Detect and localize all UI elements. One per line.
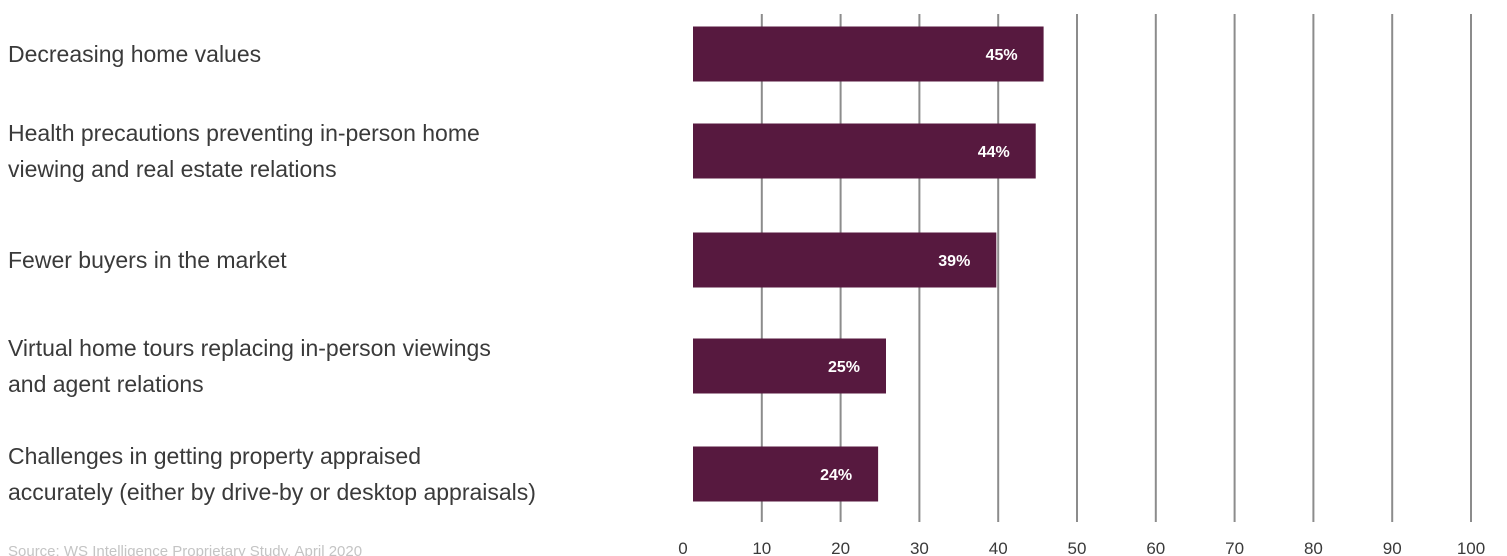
bar-1 bbox=[693, 26, 1044, 82]
category-label-line: Virtual home tours replacing in-person v… bbox=[8, 335, 491, 361]
category-label-5: Challenges in getting property appraised… bbox=[8, 443, 536, 505]
bar-value-label-2: 44% bbox=[978, 144, 1010, 161]
category-labels: Decreasing home values Health precautions… bbox=[8, 41, 536, 505]
bar-value-label-3: 39% bbox=[938, 253, 970, 270]
category-label-line: Decreasing home values bbox=[8, 41, 261, 67]
category-label-line: accurately (either by drive-by or deskto… bbox=[8, 479, 536, 505]
x-tick-label-20: 20 bbox=[831, 539, 850, 556]
category-label-line: and agent relations bbox=[8, 371, 204, 397]
x-tick-label-60: 60 bbox=[1146, 539, 1165, 556]
bar-4 bbox=[693, 338, 886, 394]
gridlines bbox=[760, 14, 1472, 522]
x-tick-label-90: 90 bbox=[1383, 539, 1402, 556]
bar-3 bbox=[693, 232, 997, 288]
x-tick-label-50: 50 bbox=[1068, 539, 1087, 556]
bar-2 bbox=[693, 123, 1036, 179]
bars bbox=[693, 26, 1044, 502]
bar-value-label-1: 45% bbox=[986, 47, 1018, 64]
value-labels: 45% 44% 39% 25% 24% bbox=[820, 47, 1018, 484]
category-label-line: Challenges in getting property appraised bbox=[8, 443, 421, 469]
x-axis-ticks: 0 10 20 30 40 50 60 70 80 90 100 bbox=[678, 539, 1485, 556]
bar-value-label-4: 25% bbox=[828, 359, 860, 376]
source-note: Source: WS Intelligence Proprietary Stud… bbox=[8, 543, 362, 556]
x-tick-label-10: 10 bbox=[752, 539, 771, 556]
category-label-4: Virtual home tours replacing in-person v… bbox=[8, 335, 491, 397]
category-label-line: viewing and real estate relations bbox=[8, 156, 337, 182]
category-label-line: Fewer buyers in the market bbox=[8, 247, 287, 273]
x-tick-label-40: 40 bbox=[989, 539, 1008, 556]
category-label-2: Health precautions preventing in-person … bbox=[8, 120, 480, 182]
bar-5 bbox=[693, 446, 879, 502]
x-tick-label-100: 100 bbox=[1457, 539, 1485, 556]
bar-value-label-5: 24% bbox=[820, 467, 852, 484]
x-tick-label-0: 0 bbox=[678, 539, 687, 556]
x-tick-label-80: 80 bbox=[1304, 539, 1323, 556]
category-label-3: Fewer buyers in the market bbox=[8, 247, 287, 273]
category-label-1: Decreasing home values bbox=[8, 41, 261, 67]
x-tick-label-70: 70 bbox=[1225, 539, 1244, 556]
x-tick-label-30: 30 bbox=[910, 539, 929, 556]
category-label-line: Health precautions preventing in-person … bbox=[8, 120, 480, 146]
